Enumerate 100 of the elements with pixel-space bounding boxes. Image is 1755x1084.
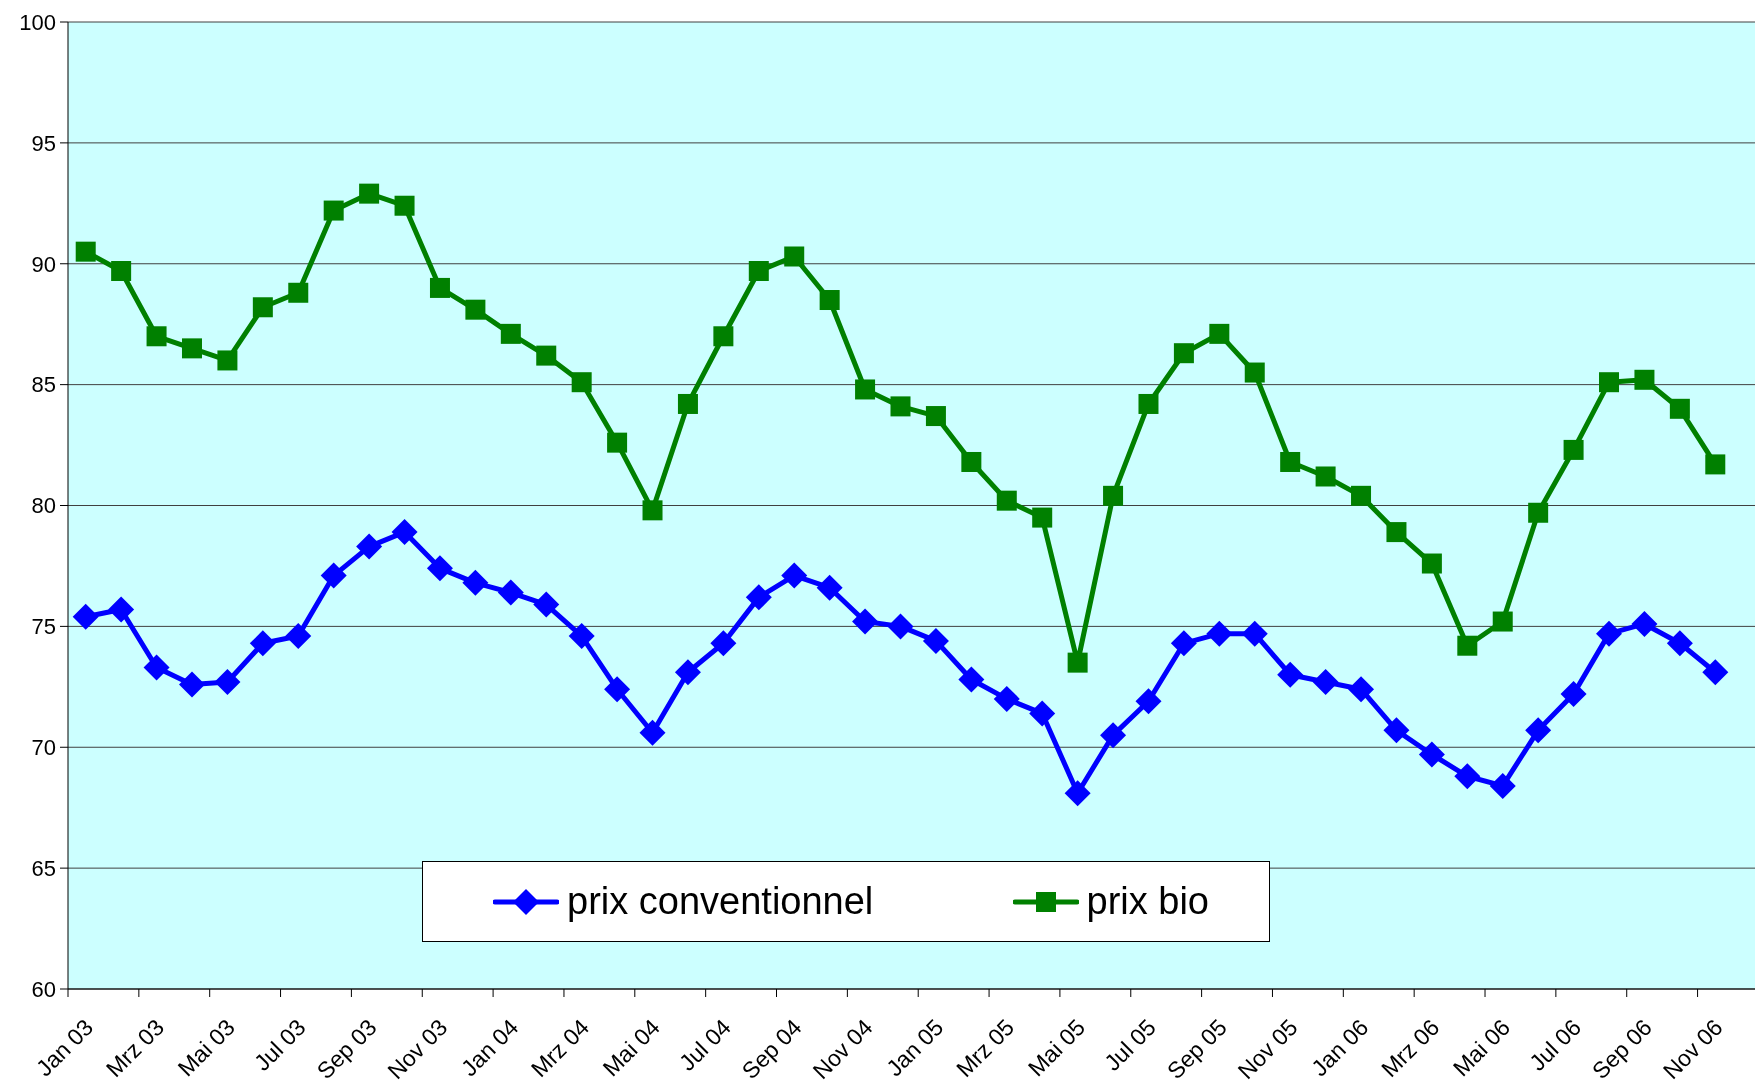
point [108,596,135,623]
x-tick-label: Mrz 04 [525,1013,595,1083]
point [536,345,557,366]
x-tick-label: Nov 03 [382,1014,453,1084]
point [323,200,344,221]
point [958,666,985,693]
point [1032,507,1053,528]
point [1280,451,1301,472]
point [1386,522,1407,543]
point [1348,676,1375,703]
point [1209,323,1230,344]
point [497,579,524,606]
point [1702,659,1729,686]
point [1064,780,1091,807]
x-tick-label: Jul 04 [674,1013,736,1076]
point [1705,454,1726,475]
x-tick-label: Mrz 06 [1376,1014,1445,1083]
point [356,533,383,560]
point [710,630,737,657]
x-tick-label: Mrz 05 [951,1014,1020,1083]
point [1029,700,1056,727]
point [745,584,772,611]
point [1067,652,1088,673]
point [1599,372,1620,393]
point [1666,630,1693,657]
point [922,627,949,654]
y-tick-label: 60 [31,976,56,1002]
y-tick-label: 70 [31,735,56,761]
point [1103,485,1124,506]
y-tick-label: 85 [31,372,56,398]
point [993,685,1020,712]
point [713,326,734,347]
point [1669,398,1690,419]
y-tick-label: 75 [31,614,56,640]
y-tick-label: 80 [31,493,56,519]
x-tick-label: Jul 06 [1524,1014,1586,1076]
x-tick-label: Jul 03 [248,1014,311,1076]
point [394,195,415,216]
point [1312,668,1339,695]
point [1241,620,1268,647]
point [1528,502,1549,523]
point [568,623,595,650]
point [1173,343,1194,364]
point [320,562,347,589]
x-tick-label: Nov 04 [807,1013,878,1084]
point [890,396,911,417]
point [1454,763,1481,790]
point [1135,688,1162,715]
x-tick-label: Sep 04 [736,1013,807,1084]
point [178,671,205,698]
point [748,261,769,281]
point [571,372,592,393]
point [285,623,312,650]
x-tick-label: Mrz 03 [100,1014,169,1083]
point [500,323,521,344]
point [359,183,380,204]
point [781,562,808,589]
y-tick-label: 100 [19,9,56,35]
point [462,569,489,596]
point [181,338,202,359]
x-tick-label: Jan 06 [1306,1014,1374,1082]
point [1457,635,1478,656]
point [996,490,1017,511]
point [1100,722,1127,749]
point [146,326,167,347]
point [249,630,276,657]
point [391,519,418,546]
x-tick-label: Mai 04 [597,1013,666,1082]
point [111,261,132,281]
point [1596,620,1623,647]
point [1138,393,1159,414]
point [816,574,843,601]
point [1418,741,1445,768]
x-tick-label: Mai 03 [172,1014,240,1082]
point [925,406,946,427]
x-tick-label: Sep 05 [1161,1014,1232,1084]
point [533,591,560,618]
point [1351,485,1372,506]
point [465,299,486,320]
point [1563,439,1584,460]
point [604,676,631,703]
x-tick-label: Nov 05 [1232,1014,1303,1084]
point [1421,553,1442,574]
point [1383,717,1410,744]
point [852,608,879,635]
point [674,659,701,686]
point [1315,466,1336,487]
legend-label: prix conventionnel [567,880,874,923]
legend-label: prix bio [1086,880,1209,923]
y-tick-label: 95 [31,130,56,156]
point [642,500,663,521]
point [426,555,453,582]
point [429,277,450,298]
x-tick-label: Jul 05 [1099,1014,1161,1076]
y-tick-label: 90 [31,251,56,277]
point [819,290,840,311]
point [143,654,170,681]
point [961,451,982,472]
x-tick-label: Jan 03 [30,1014,99,1082]
x-tick-label: Mai 06 [1447,1014,1516,1082]
